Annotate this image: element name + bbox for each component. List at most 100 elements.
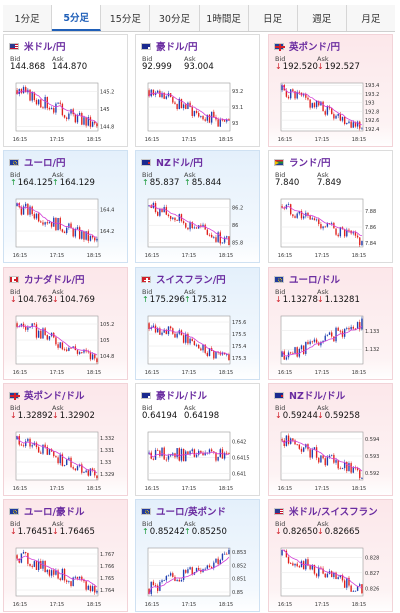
currency-card[interactable]: 米ドル/円 Bid Ask 144.868 144.870 145.2 145 144.8 16… (3, 34, 128, 147)
price-chart[interactable]: 86.2 86 85.8 16:15 17:15 18:15 (140, 196, 256, 259)
bid-value: ↑0.85242 (142, 527, 185, 537)
ask-price: 7.849 (317, 178, 342, 188)
currency-card[interactable]: 英ポンド/ドル Bid Ask ↓1.32892 ↓1.32902 1.332 1.331 1… (3, 383, 128, 496)
price-chart[interactable]: 1.767 1.766 1.765 1.764 16:15 17:15 18:15 (8, 545, 124, 608)
price-chart[interactable]: 0.828 0.827 0.826 16:15 17:15 18:15 (273, 545, 389, 608)
currency-card[interactable]: スイスフラン/円 Bid Ask ↑175.296 ↑175.312 175.6 175.5… (135, 267, 260, 380)
pair-name[interactable]: スイスフラン/円 (156, 275, 226, 286)
tab-2[interactable]: 5分足 (52, 5, 102, 31)
price-chart[interactable]: 0.642 0.6415 0.641 16:15 17:15 18:15 (140, 429, 256, 492)
candle-down (174, 217, 176, 221)
ask-price: 0.82665 (324, 527, 360, 537)
candle-down (33, 92, 36, 101)
currency-card[interactable]: NZドル/円 Bid Ask ↑85.837 ↑85.844 86.2 86 85.8 16:1… (135, 150, 260, 263)
pair-name[interactable]: 米ドル/スイスフラン (289, 507, 378, 518)
candle-down (185, 223, 187, 228)
price-chart[interactable]: 7.88 7.86 7.84 16:15 17:15 18:15 (273, 196, 389, 259)
tab-3[interactable]: 15分足 (101, 5, 151, 31)
pair-name[interactable]: ユーロ/円 (24, 158, 66, 169)
candle-up (320, 455, 322, 463)
currency-card[interactable]: ユーロ/豪ドル Bid Ask ↓1.76451 ↓1.76465 1.767 1.766 1… (3, 499, 128, 612)
candle-down (61, 342, 64, 350)
candle-up (331, 454, 333, 456)
candle-down (285, 90, 288, 97)
currency-card[interactable]: 豪ドル/ドル Bid Ask 0.64194 0.64198 0.642 0.6415 0.6… (135, 383, 260, 496)
y-tick-label: 7.88 (365, 209, 376, 215)
currency-card[interactable]: 豪ドル/円 Bid Ask 92.999 93.004 93.2 93.1 93 16:15 17… (135, 34, 260, 147)
candle-up (318, 567, 320, 577)
arrow-down-icon: ↓ (52, 527, 59, 536)
ask-price: 104.769 (59, 295, 95, 305)
card-header: ランド/円 (274, 155, 388, 169)
pair-name[interactable]: ユーロ/豪ドル (24, 507, 85, 518)
price-chart[interactable]: 145.2 145 144.8 16:15 17:15 18:15 (8, 80, 124, 143)
pair-name[interactable]: 英ポンド/ドル (24, 391, 85, 402)
arrow-down-icon: ↓ (52, 411, 59, 420)
candle-down (33, 323, 36, 325)
currency-card[interactable]: 英ポンド/円 Bid Ask ↓192.520 ↓192.527 193.4 193.2 19… (268, 34, 393, 147)
pair-name[interactable]: 米ドル/円 (24, 42, 66, 53)
tab-1[interactable]: 1分足 (3, 5, 53, 31)
y-tick-label: 192.4 (365, 127, 379, 133)
currency-card[interactable]: ユーロ/英ポンド Bid Ask ↑0.85242 ↑0.85250 0.853 0.852… (135, 499, 260, 612)
price-chart[interactable]: 0.853 0.852 0.851 0.85 16:15 17:15 18:15 (140, 545, 256, 608)
candle-down (281, 206, 283, 208)
candle-down (172, 573, 174, 577)
candle-up (189, 567, 191, 570)
candle-up (78, 576, 81, 579)
currency-card[interactable]: ランド/円 Bid Ask 7.840 7.849 7.88 7.86 7.84 16:15 17… (268, 150, 393, 263)
x-tick-label: 16:15 (278, 370, 292, 376)
price-chart[interactable]: 0.594 0.593 0.592 16:15 17:15 18:15 (273, 429, 389, 492)
bid-value: 144.868 (10, 62, 45, 72)
ask-label: Ask (52, 171, 64, 179)
candle-down (59, 578, 61, 580)
arrow-down-icon: ↓ (10, 411, 17, 420)
candle-down (204, 119, 206, 121)
x-tick-label: 18:15 (87, 370, 101, 376)
bid-label: Bid (275, 520, 286, 528)
tab-4[interactable]: 30分足 (150, 5, 200, 31)
currency-card[interactable]: ユーロ/ドル Bid Ask ↓1.13278 ↓1.13281 1.133 1.132 16… (268, 267, 393, 380)
currency-card[interactable]: カナダドル/円 Bid Ask ↓104.763 ↓104.769 105.2 105 104… (3, 267, 128, 380)
currency-card[interactable]: ユーロ/円 Bid Ask ↑164.125 ↑164.129 164.4 164.2 16:… (3, 150, 128, 263)
pair-name[interactable]: 豪ドル/ドル (156, 391, 207, 402)
currency-card[interactable]: 米ドル/スイスフラン Bid Ask ↓0.82650 ↓0.82665 0.828 0.8… (268, 499, 393, 612)
arrow-down-icon: ↓ (52, 295, 59, 304)
price-chart[interactable]: 175.6 175.5 175.4 175.3 16:15 17:15 18:15 (140, 313, 256, 376)
pair-name[interactable]: カナダドル/円 (24, 275, 85, 286)
tab-8[interactable]: 月足 (346, 5, 395, 31)
moving-average-line (148, 451, 229, 458)
candle-up (202, 224, 204, 226)
price-chart[interactable]: 1.133 1.132 16:15 17:15 18:15 (273, 313, 389, 376)
candle-down (348, 328, 350, 330)
price-chart[interactable]: 93.2 93.1 93 16:15 17:15 18:15 (140, 80, 256, 143)
candle-up (167, 575, 170, 577)
tab-5[interactable]: 1時間足 (199, 5, 249, 31)
pair-name[interactable]: ランド/円 (289, 158, 331, 169)
ask-price: 164.129 (59, 178, 95, 188)
candle-down (339, 468, 342, 470)
price-chart[interactable]: 1.332 1.331 1.33 1.329 16:15 17:15 18:15 (8, 429, 124, 492)
candle-down (193, 449, 196, 457)
candle-up (352, 122, 354, 128)
candle-up (296, 91, 298, 99)
pair-name[interactable]: NZドル/円 (156, 158, 203, 169)
currency-card[interactable]: NZドル/ドル Bid Ask ↓0.59244 ↓0.59258 0.594 0.593 0… (268, 383, 393, 496)
candle-down (343, 116, 346, 125)
y-tick-label: 193 (365, 101, 375, 107)
tab-6[interactable]: 日足 (248, 5, 298, 31)
candle-up (223, 237, 226, 243)
pair-name[interactable]: 英ポンド/円 (289, 42, 340, 53)
tab-7[interactable]: 週足 (297, 5, 347, 31)
price-chart[interactable]: 105.2 105 104.8 16:15 17:15 18:15 (8, 313, 124, 376)
pair-name[interactable]: NZドル/ドル (289, 391, 346, 402)
candle-up (96, 590, 98, 593)
pair-name[interactable]: ユーロ/英ポンド (156, 507, 226, 518)
price-chart[interactable]: 164.4 164.2 16:15 17:15 18:15 (8, 196, 124, 259)
candle-up (25, 203, 27, 207)
price-chart[interactable]: 193.4 193.2 193 192.8 192.6 192.4 16:15 17:15 18… (273, 80, 389, 143)
pair-name[interactable]: 豪ドル/円 (156, 42, 198, 53)
candle-up (328, 455, 331, 458)
pair-name[interactable]: ユーロ/ドル (289, 275, 340, 286)
candle-up (221, 553, 224, 560)
